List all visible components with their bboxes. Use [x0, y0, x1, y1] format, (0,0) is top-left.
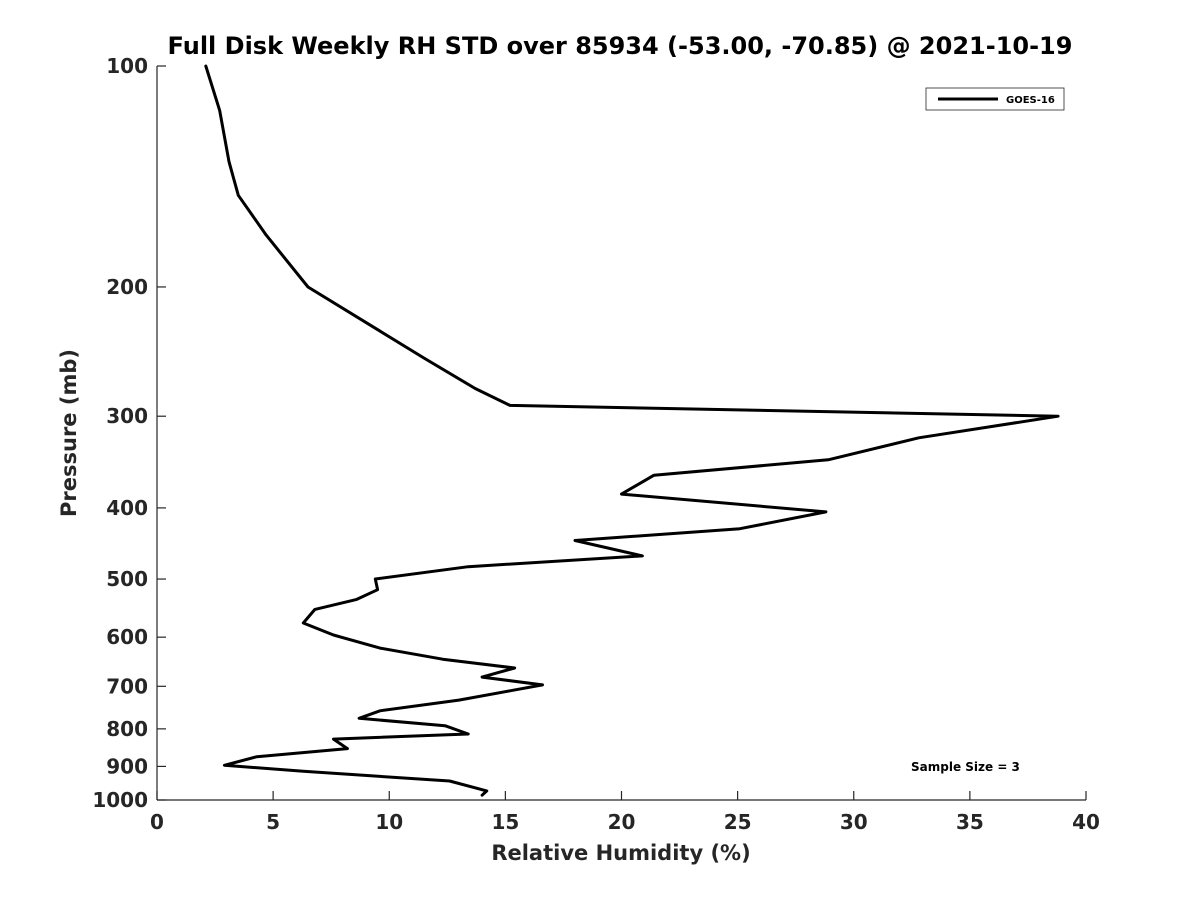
x-tick-label: 0 [150, 810, 164, 834]
y-tick-label: 400 [106, 496, 148, 520]
series-line-goes-16 [204, 64, 1060, 797]
y-tick-label: 500 [106, 567, 148, 591]
legend-label-goes-16: GOES-16 [1006, 95, 1055, 106]
x-tick-label: 35 [956, 810, 984, 834]
x-tick-label: 5 [266, 810, 280, 834]
y-axis-ticks: 100 200 300 400 500 600 700 800 900 1000 [92, 54, 166, 812]
x-tick-label: 30 [840, 810, 868, 834]
sample-size-annotation: Sample Size = 3 [911, 760, 1020, 774]
y-tick-label: 900 [106, 754, 148, 778]
y-tick-label: 300 [106, 404, 148, 428]
x-tick-label: 15 [491, 810, 519, 834]
x-tick-label: 40 [1072, 810, 1100, 834]
y-tick-label: 700 [106, 674, 148, 698]
legend: GOES-16 [925, 87, 1065, 111]
x-tick-label: 25 [724, 810, 752, 834]
x-tick-label: 10 [375, 810, 403, 834]
series-layer [204, 64, 1060, 797]
y-tick-label: 1000 [92, 788, 148, 812]
y-tick-label: 200 [106, 275, 148, 299]
chart-title: Full Disk Weekly RH STD over 85934 (-53.… [168, 32, 1073, 60]
x-tick-label: 20 [608, 810, 636, 834]
y-tick-label: 600 [106, 625, 148, 649]
x-axis-label: Relative Humidity (%) [491, 841, 750, 865]
y-axis-label: Pressure (mb) [57, 349, 81, 517]
x-axis-ticks: 0 5 10 15 20 25 30 35 40 [150, 791, 1100, 834]
y-tick-label: 800 [106, 717, 148, 741]
y-tick-label: 100 [106, 54, 148, 78]
